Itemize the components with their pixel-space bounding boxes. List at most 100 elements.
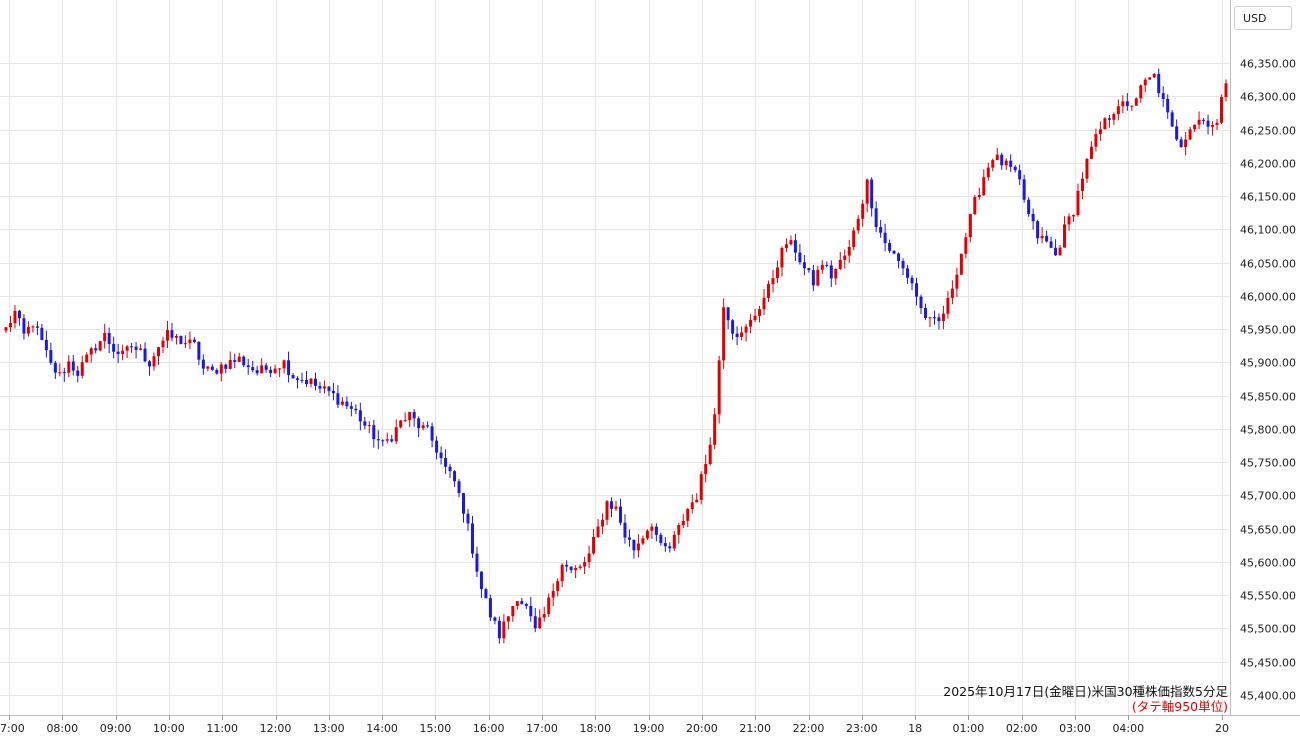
candle-body [825, 264, 829, 266]
candle-body [923, 308, 927, 319]
y-tick-label: 45,550.00 [1240, 590, 1296, 603]
candle-body [251, 367, 255, 371]
candle-body [390, 439, 394, 442]
chart-caption-title: 2025年10月17日(金曜日)米国30種株価指数5分足 [943, 684, 1228, 699]
candle-body [228, 360, 232, 369]
candle-body [1036, 221, 1040, 239]
candle-body [381, 440, 385, 442]
candle-body [349, 406, 353, 409]
candle-body [533, 616, 537, 629]
candle-body [717, 360, 721, 415]
candle-body [1134, 98, 1138, 106]
candle-body [950, 288, 954, 298]
candle-body [22, 318, 26, 334]
candle-body [771, 278, 775, 285]
x-tick-label: 01:00 [953, 722, 985, 735]
y-tick-label: 45,600.00 [1240, 557, 1296, 570]
candle-body [98, 341, 102, 351]
candle-body [982, 177, 986, 196]
candle-body [937, 317, 941, 322]
candle-body [538, 617, 542, 629]
candle-body [708, 444, 712, 465]
candle-body [1152, 73, 1156, 78]
candle-body [793, 240, 797, 253]
candle-body [287, 360, 291, 375]
candle-body [345, 401, 349, 407]
candle-body [874, 208, 878, 228]
candle-body [439, 452, 443, 459]
y-tick-label: 45,900.00 [1240, 357, 1296, 370]
candle-body [242, 356, 246, 366]
candle-body [4, 327, 8, 331]
x-tick-label: 18:00 [579, 722, 611, 735]
candle-body [506, 616, 510, 622]
candle-body [367, 425, 371, 427]
candle-body [435, 440, 439, 453]
candle-body [973, 197, 977, 215]
candle-body [1022, 179, 1026, 200]
candle-body [1193, 124, 1197, 130]
candle-body [408, 411, 412, 421]
candle-body [986, 167, 990, 178]
candle-body [300, 379, 304, 381]
candle-body [8, 323, 12, 328]
candle-body [964, 237, 968, 254]
candle-body [246, 365, 250, 368]
candle-body [847, 246, 851, 256]
candle-body [529, 606, 533, 617]
candle-body [219, 364, 223, 374]
candle-body [820, 264, 824, 270]
x-tick-label: 22:00 [793, 722, 825, 735]
candle-body [623, 522, 627, 538]
candle-body [497, 620, 501, 639]
y-tick-label: 45,700.00 [1240, 490, 1296, 503]
candle-body [556, 581, 560, 591]
price-axis: 45,400.00 45,450.00 45,500.00 45,550.00 45,6… [1240, 58, 1296, 703]
candle-body [883, 232, 887, 244]
candle-body [318, 385, 322, 389]
candle-body [444, 458, 448, 467]
candle-body [618, 506, 622, 523]
candle-body [340, 401, 344, 405]
candle-body [1170, 112, 1174, 127]
candle-body [565, 564, 569, 567]
candle-body [941, 313, 945, 322]
y-tick-label: 46,200.00 [1240, 158, 1296, 171]
candle-body [134, 346, 138, 350]
candle-body [991, 160, 995, 168]
candle-body [704, 464, 708, 475]
candle-body [430, 426, 434, 441]
candle-body [475, 553, 479, 572]
candle-body [188, 339, 192, 344]
candle-body [165, 330, 169, 341]
candle-body [1157, 73, 1161, 94]
candle-body [955, 274, 959, 289]
candle-body [601, 519, 605, 527]
x-tick-label: 20 [1215, 722, 1229, 735]
candle-body [816, 269, 820, 286]
candle-body [865, 179, 869, 204]
currency-label[interactable]: USD [1234, 6, 1292, 30]
candle-body [977, 195, 981, 198]
x-tick-label: 16:00 [473, 722, 505, 735]
candle-body [488, 598, 492, 618]
candle-body [1211, 124, 1215, 127]
x-tick-label: 09:00 [100, 722, 132, 735]
y-tick-label: 46,000.00 [1240, 291, 1296, 304]
candle-body [336, 393, 340, 405]
candle-body [358, 410, 362, 422]
x-tick-label: 02:00 [1006, 722, 1038, 735]
x-tick-label: 17:00 [526, 722, 558, 735]
candle-body [1188, 129, 1192, 140]
candle-body [76, 370, 80, 376]
candle-body [928, 317, 932, 319]
candle-body [417, 418, 421, 429]
candle-body [31, 326, 35, 328]
candle-body [1184, 139, 1188, 147]
candle-body [1076, 190, 1080, 216]
candle-body [331, 390, 335, 394]
candle-body [1085, 158, 1089, 179]
candle-body [260, 365, 264, 374]
candle-body [282, 360, 286, 369]
x-tick-label: 14:00 [366, 722, 398, 735]
